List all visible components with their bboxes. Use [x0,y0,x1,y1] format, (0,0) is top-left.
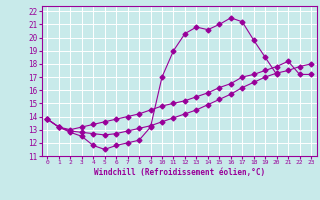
X-axis label: Windchill (Refroidissement éolien,°C): Windchill (Refroidissement éolien,°C) [94,168,265,177]
